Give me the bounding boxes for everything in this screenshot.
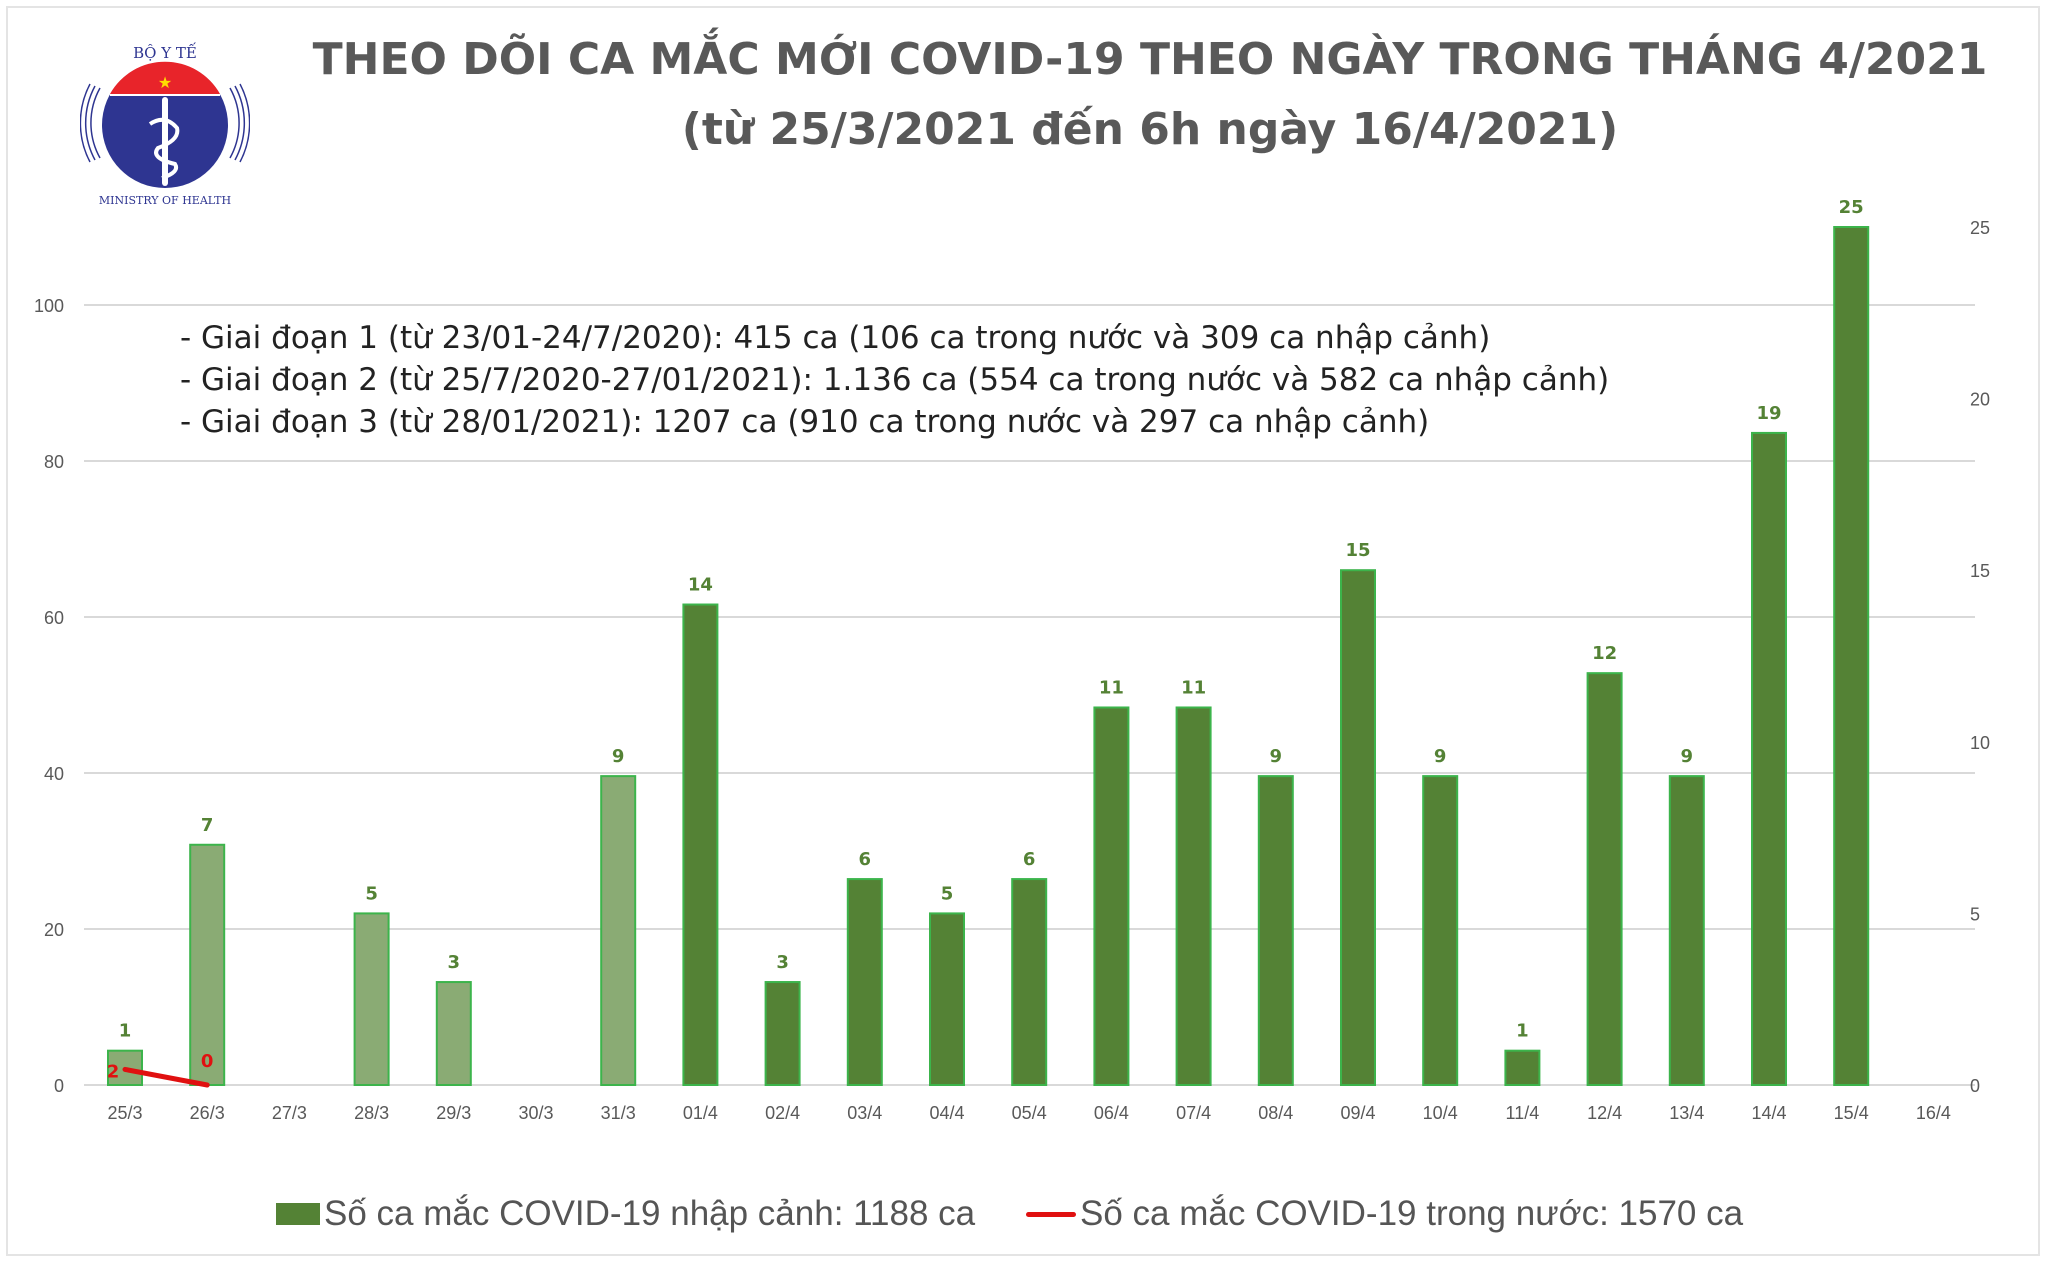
bar-07/4 [1175,706,1212,1086]
x-axis-tick: 02/4 [765,1103,800,1123]
bar-28/3 [353,912,390,1087]
bar-26/3 [189,843,226,1087]
x-axis-tick: 28/3 [354,1103,389,1123]
bar-label: 6 [859,849,872,870]
bar-12/4 [1586,672,1623,1086]
domestic-line [122,1066,210,1088]
x-axis-tick: 10/4 [1423,1103,1458,1123]
bar-08/4 [1257,775,1294,1086]
right-axis-tick: 10 [1970,733,1990,753]
bar-label: 6 [1023,849,1036,870]
bar-03/4 [846,878,883,1087]
legend-item-imported: Số ca mắc COVID-19 nhập cảnh: 1188 ca [276,1194,975,1234]
bar-label: 5 [941,883,954,904]
bar-31/3 [600,775,637,1086]
bar-label: 19 [1756,403,1781,424]
bar-14/4 [1751,431,1787,1087]
bar-01/4 [682,603,719,1087]
bar-label: 9 [1681,746,1694,767]
right-axis-tick: 0 [1970,1076,1980,1096]
x-axis-tick: 03/4 [847,1103,882,1123]
bar-label: 7 [201,815,214,836]
note-phase-1: - Giai đoạn 1 (từ 23/01-24/7/2020): 415 … [180,320,1491,356]
svg-text:★: ★ [158,75,172,92]
bar-label: 1 [119,1021,132,1042]
bar-label: 15 [1345,540,1370,561]
bar-04/4 [929,912,965,1087]
legend-label-imported: Số ca mắc COVID-19 nhập cảnh: 1188 ca [324,1194,976,1233]
bar-label: 11 [1181,677,1206,698]
x-axis-tick: 05/4 [1012,1103,1047,1123]
x-axis-tick: 26/3 [190,1103,225,1123]
bar-label: 9 [1434,746,1447,767]
legend-bar-swatch [276,1203,320,1225]
chart-subtitle: (từ 25/3/2021 đến 6h ngày 16/4/2021) [681,104,1619,155]
note-phase-2: - Giai đoạn 2 (từ 25/7/2020-27/01/2021):… [180,362,1610,398]
bar-label: 9 [1270,746,1283,767]
left-axis-tick: 20 [44,920,64,940]
bar-29/3 [435,981,472,1086]
bar-label: 12 [1592,643,1617,664]
line-label: 0 [201,1051,214,1072]
bar-label: 5 [365,883,378,904]
x-axis-tick: 15/4 [1834,1103,1869,1123]
bar-label: 1 [1516,1021,1529,1042]
x-axis-tick: 30/3 [518,1103,553,1123]
left-axis-tick: 80 [44,452,64,472]
x-axis-tick: 01/4 [683,1103,718,1123]
bar-label: 3 [448,952,461,973]
svg-text:MINISTRY OF HEALTH: MINISTRY OF HEALTH [99,194,231,207]
x-axis-tick: 09/4 [1340,1103,1375,1123]
bar-06/4 [1093,706,1130,1086]
x-axis-tick: 04/4 [929,1103,964,1123]
left-axis-tick: 60 [44,608,64,628]
x-axis-tick: 13/4 [1669,1103,1704,1123]
left-axis-tick: 0 [54,1076,64,1096]
x-axis-tick: 12/4 [1587,1103,1622,1123]
x-axis-tick: 29/3 [436,1103,471,1123]
legend-item-domestic: Số ca mắc COVID-19 trong nước: 1570 ca [1026,1194,1743,1234]
bar-05/4 [1011,878,1048,1087]
right-axis-tick: 25 [1970,218,1990,238]
x-axis-tick: 14/4 [1751,1103,1786,1123]
bar-09/4 [1340,569,1376,1086]
x-axis-tick: 27/3 [272,1103,307,1123]
line-label: 2 [107,1061,120,1082]
bar-11/4 [1504,1049,1541,1087]
left-axis-tick: 100 [34,296,64,316]
x-axis-tick: 06/4 [1094,1103,1129,1123]
chart-title: THEO DÕI CA MẮC MỚI COVID-19 THEO NGÀY T… [312,34,1988,85]
right-axis-tick: 15 [1970,561,1990,581]
x-axis-tick: 16/4 [1916,1103,1951,1123]
chart-frame [6,6,2040,1256]
x-axis-tick: 11/4 [1506,1103,1540,1123]
x-axis-tick: 31/3 [601,1103,636,1123]
left-axis-tick: 40 [44,764,64,784]
right-axis-tick: 20 [1970,390,1990,410]
bar-02/4 [764,981,801,1086]
bar-label: 11 [1099,677,1124,698]
note-phase-3: - Giai đoạn 3 (từ 28/01/2021): 1207 ca (… [180,404,1430,440]
svg-text:BỘ Y TẾ: BỘ Y TẾ [133,42,197,62]
right-axis-tick: 5 [1970,904,1980,924]
bar-label: 25 [1839,197,1864,218]
legend-label-domestic: Số ca mắc COVID-19 trong nước: 1570 ca [1080,1194,1744,1233]
bar-label: 3 [776,952,789,973]
x-axis-tick: 07/4 [1176,1103,1211,1123]
x-axis-tick: 25/3 [107,1103,142,1123]
bar-13/4 [1668,775,1705,1086]
bar-10/4 [1422,775,1459,1086]
bar-label: 14 [688,575,713,596]
bar-label: 9 [612,746,625,767]
bar-15/4 [1833,226,1870,1086]
legend-line-swatch [1026,1211,1076,1217]
x-axis-tick: 08/4 [1258,1103,1293,1123]
ministry-of-health-logo: ★ BỘ Y TẾ MINISTRY OF HEALTH [80,42,250,207]
